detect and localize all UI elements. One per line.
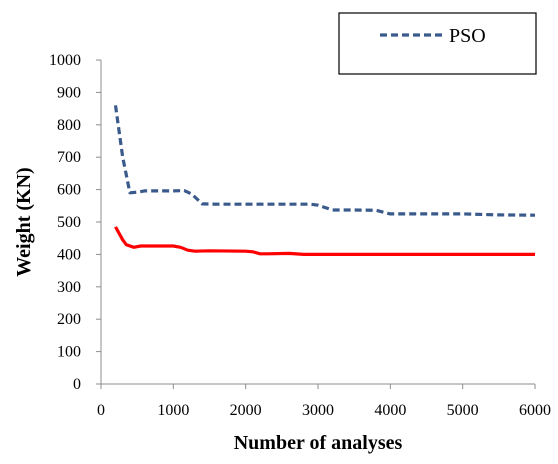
- y-tick-label: 500: [57, 214, 81, 231]
- x-tick-label: 2000: [230, 402, 262, 419]
- y-axis-title: Weight (KN): [13, 167, 35, 276]
- x-tick-label: 6000: [519, 402, 551, 419]
- x-axis-title: Number of analyses: [234, 432, 403, 454]
- y-tick-label: 0: [73, 376, 81, 393]
- legend-box: [338, 12, 537, 75]
- series-layer: [113, 105, 536, 256]
- x-tick-label: 5000: [447, 402, 479, 419]
- x-tick-label: 4000: [374, 402, 406, 419]
- tick-labels: 0 100 200 300 400 500 600 700 800 900 1000 0 1000 200…: [49, 52, 551, 419]
- y-tick-label: 200: [57, 311, 81, 328]
- y-tick-label: 300: [57, 279, 81, 296]
- y-tick-label: 100: [57, 344, 81, 361]
- y-tick-label: 400: [57, 246, 81, 263]
- y-tick-label: 900: [57, 84, 81, 101]
- y-tick-label: 800: [57, 117, 81, 134]
- y-tick-label: 1000: [49, 52, 81, 69]
- legend-entries: PSO: [380, 25, 486, 47]
- y-tick-label: 700: [57, 149, 81, 166]
- pso-line: [113, 105, 536, 217]
- legend[interactable]: PSO: [338, 12, 537, 75]
- x-tick-label: 3000: [302, 402, 334, 419]
- legend-label: PSO: [449, 25, 486, 47]
- x-tick-label: 0: [97, 402, 105, 419]
- series-2-line: [114, 226, 535, 256]
- axes: [96, 59, 536, 389]
- y-tick-label: 600: [57, 182, 81, 199]
- x-tick-label: 1000: [157, 402, 189, 419]
